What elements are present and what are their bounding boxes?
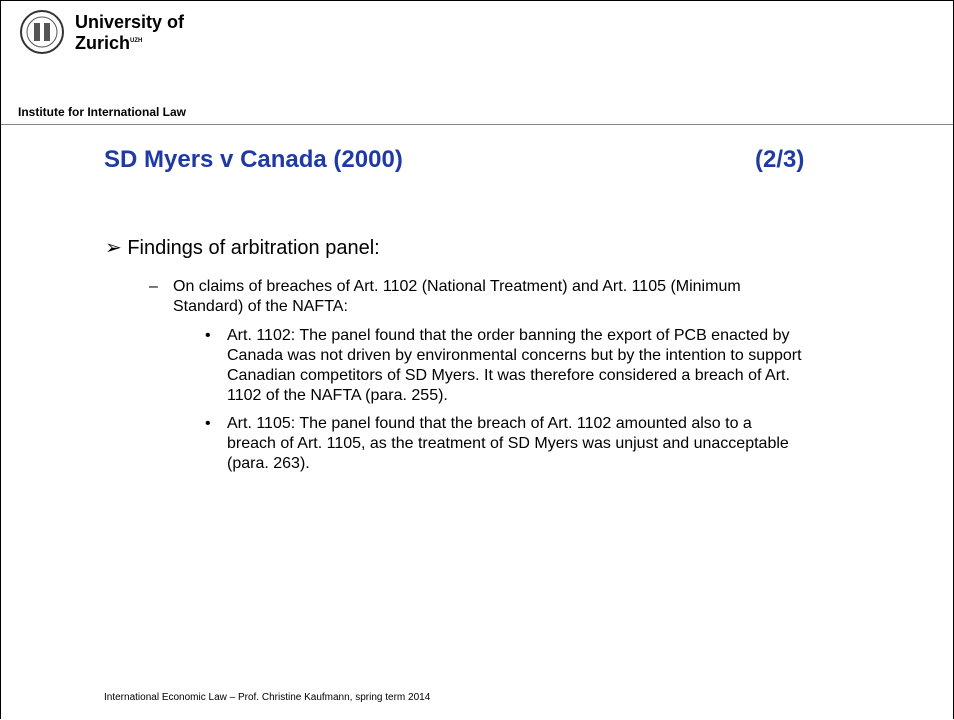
sub-bullet-text: On claims of breaches of Art. 1102 (Nati… (173, 278, 741, 315)
university-name: University of ZurichUZH (75, 13, 184, 53)
item-text: Art. 1102: The panel found that the orde… (227, 327, 802, 404)
bullet: ➢ Findings of arbitration panel: (105, 237, 380, 259)
institute: Institute for International Law (18, 105, 187, 119)
item: • Art. 1102: The panel found that the ord… (205, 326, 805, 406)
header-rule (1, 124, 953, 125)
slide-title: SD Myers v Canada (2000) (104, 146, 403, 173)
university-line: Zurich (75, 33, 131, 53)
sub-bullet: – On claims of breaches of Art. 1102 (Na… (149, 277, 789, 317)
university-line: University of (75, 12, 185, 32)
logo-seal (20, 10, 64, 54)
item-text: Art. 1105: The panel found that the brea… (227, 415, 789, 472)
items: • Art. 1102: The panel found that the ord… (205, 326, 805, 474)
footer: International Economic Law – Prof. Chris… (104, 692, 431, 703)
item: • Art. 1105: The panel found that the bre… (205, 414, 805, 474)
bullet-text: Findings of arbitration panel: (127, 237, 380, 259)
slide-page: (2/3) (755, 146, 805, 173)
university-sup: UZH (130, 38, 143, 44)
